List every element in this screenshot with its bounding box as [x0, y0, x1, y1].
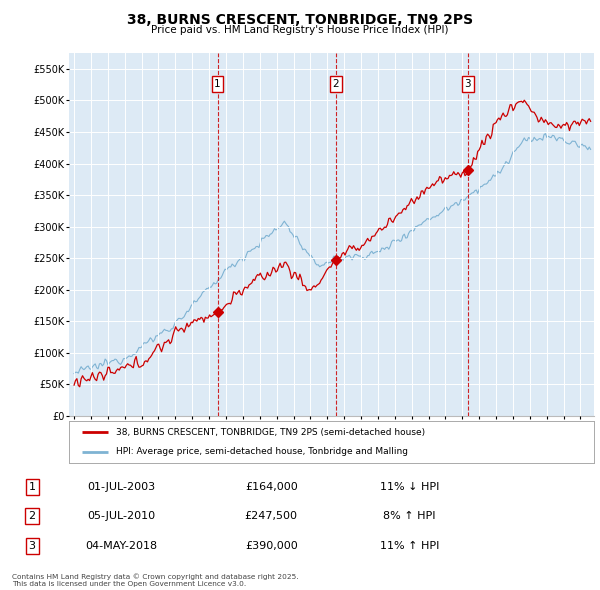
Text: 1: 1 [214, 79, 221, 89]
Text: 11% ↓ HPI: 11% ↓ HPI [380, 482, 439, 491]
Text: 1: 1 [29, 482, 35, 491]
Text: 11% ↑ HPI: 11% ↑ HPI [380, 541, 439, 551]
Text: £164,000: £164,000 [245, 482, 298, 491]
Text: £390,000: £390,000 [245, 541, 298, 551]
Text: 38, BURNS CRESCENT, TONBRIDGE, TN9 2PS: 38, BURNS CRESCENT, TONBRIDGE, TN9 2PS [127, 13, 473, 27]
Text: 38, BURNS CRESCENT, TONBRIDGE, TN9 2PS (semi-detached house): 38, BURNS CRESCENT, TONBRIDGE, TN9 2PS (… [116, 428, 425, 437]
Text: 2: 2 [332, 79, 339, 89]
Text: Contains HM Land Registry data © Crown copyright and database right 2025.
This d: Contains HM Land Registry data © Crown c… [12, 573, 299, 587]
Text: 8% ↑ HPI: 8% ↑ HPI [383, 511, 436, 521]
Text: 3: 3 [29, 541, 35, 551]
Text: HPI: Average price, semi-detached house, Tonbridge and Malling: HPI: Average price, semi-detached house,… [116, 447, 408, 456]
Text: 01-JUL-2003: 01-JUL-2003 [88, 482, 155, 491]
Text: 04-MAY-2018: 04-MAY-2018 [85, 541, 158, 551]
Text: 2: 2 [29, 511, 36, 521]
Text: £247,500: £247,500 [245, 511, 298, 521]
Text: Price paid vs. HM Land Registry's House Price Index (HPI): Price paid vs. HM Land Registry's House … [151, 25, 449, 35]
Text: 3: 3 [464, 79, 471, 89]
Text: 05-JUL-2010: 05-JUL-2010 [88, 511, 155, 521]
